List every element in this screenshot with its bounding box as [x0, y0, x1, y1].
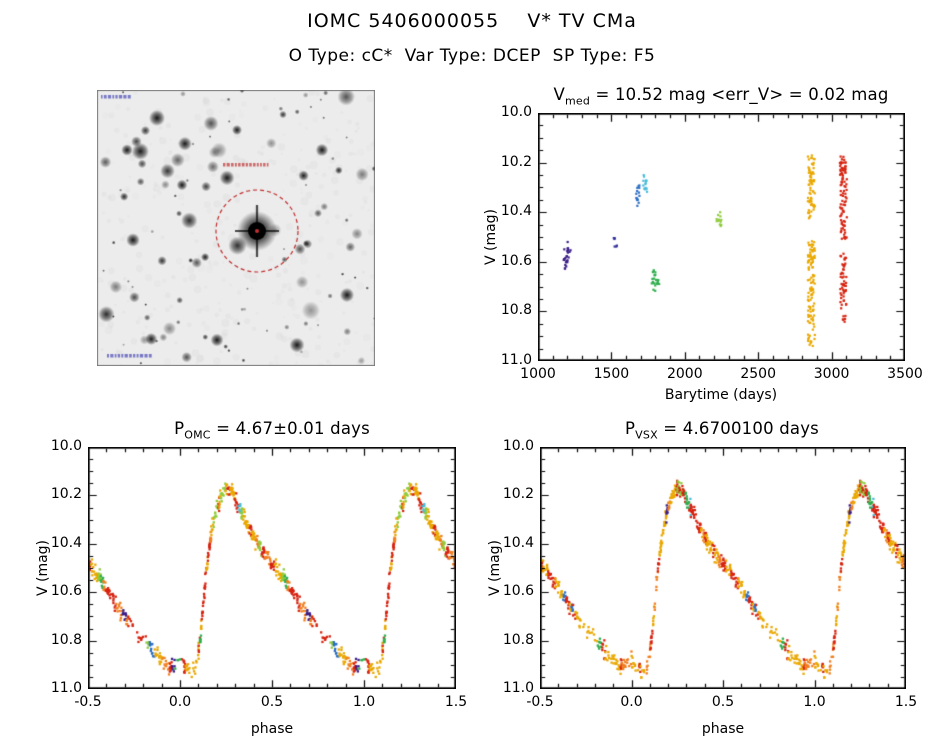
- timeseries-title: Vmed = 10.52 mag <err_V> = 0.02 mag: [500, 85, 942, 107]
- title-subscript: OMC: [184, 428, 211, 442]
- page-subtitle: O Type: cC* Var Type: DCEP SP Type: F5: [288, 46, 656, 66]
- x-tick-label: 1.5: [444, 694, 468, 710]
- phase-vsx-plot: [540, 447, 906, 689]
- title-text: P: [174, 419, 185, 438]
- y-tick-label: 10.4: [502, 534, 534, 551]
- phase-omc-plot: [88, 447, 456, 689]
- y-tick-label: 10.6: [500, 252, 532, 269]
- title-text: P: [625, 419, 636, 438]
- timeseries-xaxis-label: Barytime (days): [664, 387, 778, 403]
- x-tick-label: -0.5: [74, 694, 102, 710]
- timeseries-yaxis-label: V (mag): [483, 208, 499, 266]
- x-tick-label: 1500: [593, 366, 630, 382]
- x-tick-label: 1.5: [894, 694, 918, 710]
- finder-chart-image: [97, 90, 375, 366]
- title-text: = 4.6700100 days: [657, 419, 819, 438]
- page-title: IOMC 5406000055 V* TV CMa: [307, 10, 637, 32]
- x-tick-label: 1.0: [803, 694, 826, 710]
- title-text: V: [553, 85, 565, 104]
- phase-vsx-xaxis-label: phase: [701, 721, 745, 737]
- y-tick-label: 10.6: [502, 583, 534, 600]
- title-text: = 10.52 mag <err_V> = 0.02 mag: [590, 85, 889, 104]
- y-tick-label: 10.4: [50, 534, 82, 551]
- y-tick-label: 11.0: [502, 680, 534, 696]
- x-tick-label: 0.5: [260, 694, 284, 710]
- x-tick-label: 2500: [740, 366, 776, 382]
- timeseries-plot: [538, 113, 905, 361]
- x-tick-label: 1000: [520, 366, 556, 382]
- x-tick-label: 2000: [666, 366, 703, 382]
- y-tick-label: 10.0: [500, 104, 532, 120]
- phase-vsx-yaxis-label: V (mag): [487, 539, 503, 597]
- y-tick-label: 11.0: [50, 680, 82, 696]
- x-tick-label: 3500: [887, 366, 923, 382]
- x-tick-label: 0.5: [711, 694, 735, 710]
- y-tick-label: 10.2: [500, 153, 532, 170]
- y-tick-label: 10.4: [500, 203, 532, 220]
- title-subscript: med: [564, 94, 591, 108]
- x-tick-label: 1.0: [352, 694, 376, 710]
- y-tick-label: 10.0: [502, 438, 534, 454]
- x-tick-label: 0.0: [168, 694, 192, 710]
- phase-omc-xaxis-label: phase: [250, 721, 294, 737]
- y-tick-label: 10.2: [50, 486, 82, 503]
- y-tick-label: 10.8: [50, 631, 82, 648]
- y-tick-label: 11.0: [500, 352, 532, 368]
- y-tick-label: 10.0: [50, 438, 82, 454]
- y-tick-label: 10.2: [502, 486, 534, 503]
- title-subscript: VSX: [635, 428, 658, 442]
- x-tick-label: 3000: [813, 366, 850, 382]
- phase-vsx-title: PVSX = 4.6700100 days: [542, 419, 902, 441]
- y-tick-label: 10.6: [50, 583, 82, 600]
- y-tick-label: 10.8: [500, 302, 532, 319]
- title-text: = 4.67±0.01 days: [210, 419, 370, 438]
- x-tick-label: 0.0: [620, 694, 643, 710]
- y-tick-label: 10.8: [502, 631, 534, 648]
- phase-omc-yaxis-label: V (mag): [35, 539, 51, 597]
- phase-omc-title: POMC = 4.67±0.01 days: [92, 419, 452, 441]
- x-tick-label: -0.5: [526, 694, 554, 710]
